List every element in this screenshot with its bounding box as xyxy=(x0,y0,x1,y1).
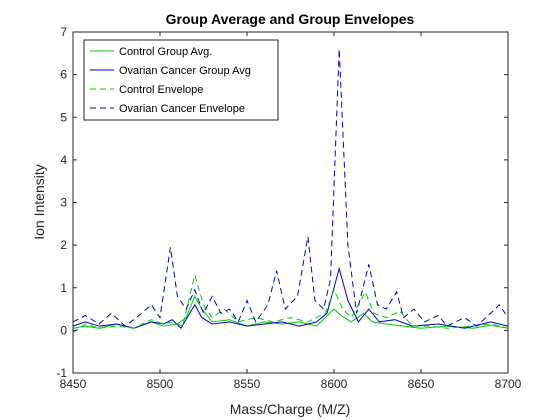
x-axis-label: Mass/Charge (M/Z) xyxy=(230,401,351,417)
axes-layer: 8450 8500 8550 8600 8650 8700 -1 0 1 2 3 4 5 6 7 xyxy=(56,25,521,391)
y-axis-label: Ion Intensity xyxy=(31,164,47,240)
y-tick-label: 0 xyxy=(60,323,67,337)
y-tick-label: 2 xyxy=(60,238,67,252)
series-line-3 xyxy=(72,273,509,333)
x-tick-label: 8700 xyxy=(495,377,522,391)
series-line-2 xyxy=(72,266,509,330)
y-tick-label: 5 xyxy=(60,110,67,124)
y-tick-label: 3 xyxy=(60,196,67,210)
x-tick-label: 8650 xyxy=(408,377,435,391)
y-tick-label: 4 xyxy=(60,153,67,167)
x-tick-label: 8500 xyxy=(147,377,174,391)
x-tick-label: 8450 xyxy=(60,377,87,391)
x-tick-label: 8550 xyxy=(234,377,261,391)
y-tick-label: -1 xyxy=(56,366,67,380)
legend-label: Control Group Avg. xyxy=(119,46,212,58)
series-layer xyxy=(72,49,509,333)
y-tick-label: 1 xyxy=(60,281,67,295)
x-tick-label: 8600 xyxy=(321,377,348,391)
chart-title: Group Average and Group Envelopes xyxy=(166,11,415,27)
y-tick-label: 7 xyxy=(60,25,67,39)
y-tick-label: 6 xyxy=(60,68,67,82)
legend-label: Ovarian Cancer Envelope xyxy=(119,103,245,115)
legend-label: Ovarian Cancer Group Avg xyxy=(119,65,251,77)
legend-box xyxy=(83,39,279,121)
legend: Control Group Avg. Ovarian Cancer Group A… xyxy=(83,39,279,121)
legend-label: Control Envelope xyxy=(119,84,203,96)
series-line-4 xyxy=(72,49,509,327)
